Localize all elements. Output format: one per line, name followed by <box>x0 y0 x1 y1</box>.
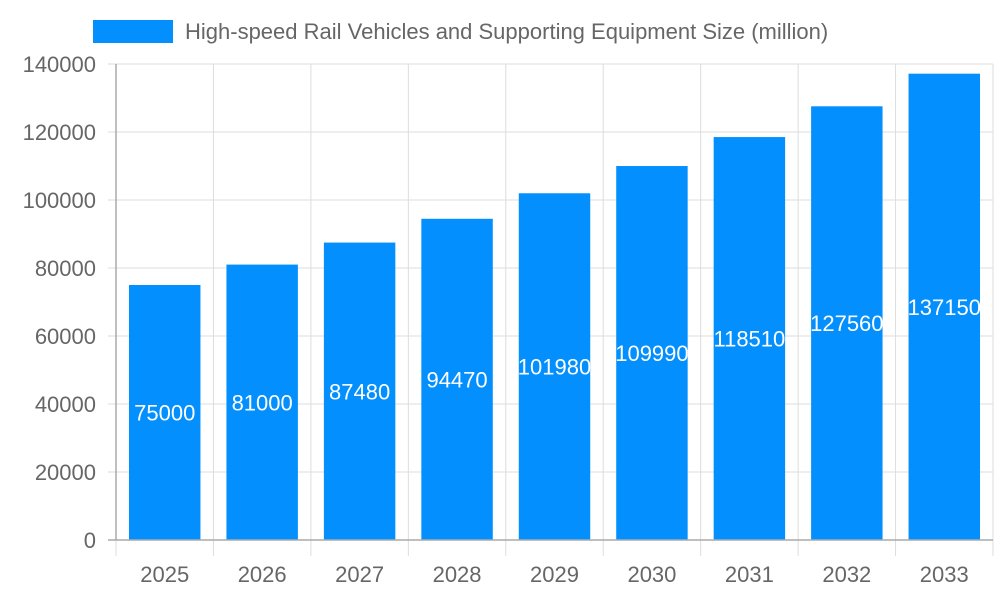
bars: 75000 81000 87480 94470 101980 109990 118510 12… <box>129 73 981 541</box>
bar <box>129 285 201 540</box>
data-label: 81000 <box>232 390 293 415</box>
bar <box>811 106 883 541</box>
y-tick-label: 120000 <box>23 120 96 145</box>
x-tick-label: 2028 <box>433 562 482 587</box>
x-tick-label: 2027 <box>335 562 384 587</box>
x-tick-label: 2025 <box>140 562 189 587</box>
bar <box>616 166 688 540</box>
x-tick-label: 2030 <box>627 562 676 587</box>
y-tick-label: 20000 <box>35 460 96 485</box>
x-tick-label: 2031 <box>725 562 774 587</box>
bar <box>518 193 591 540</box>
x-tick-label: 2033 <box>920 562 969 587</box>
data-label: 137150 <box>908 295 981 320</box>
bar <box>226 264 298 540</box>
x-tick-label: 2032 <box>822 562 871 587</box>
legend[interactable]: High-speed Rail Vehicles and Supporting … <box>93 19 828 44</box>
y-tick-label: 40000 <box>35 392 96 417</box>
x-tick-label: 2029 <box>530 562 579 587</box>
y-tick-label: 140000 <box>23 52 96 77</box>
y-tick-label: 80000 <box>35 256 96 281</box>
bar <box>323 242 396 540</box>
data-label: 87480 <box>329 379 390 404</box>
data-label: 118510 <box>713 327 785 352</box>
axes: 0 20000 40000 60000 80000 100000 120000 140000 2… <box>23 52 993 587</box>
legend-swatch <box>93 20 173 43</box>
y-tick-label: 100000 <box>23 188 96 213</box>
bar <box>421 218 493 540</box>
legend-label: High-speed Rail Vehicles and Supporting … <box>185 19 828 44</box>
bar <box>908 73 980 540</box>
data-label: 101980 <box>518 355 591 380</box>
data-label: 94470 <box>426 367 487 392</box>
y-tick-label: 0 <box>84 528 96 553</box>
data-label: 75000 <box>134 401 195 426</box>
data-label: 109990 <box>615 341 688 366</box>
bar <box>713 137 786 541</box>
y-tick-label: 60000 <box>35 324 96 349</box>
x-tick-label: 2026 <box>238 562 287 587</box>
data-label: 127560 <box>810 311 883 336</box>
